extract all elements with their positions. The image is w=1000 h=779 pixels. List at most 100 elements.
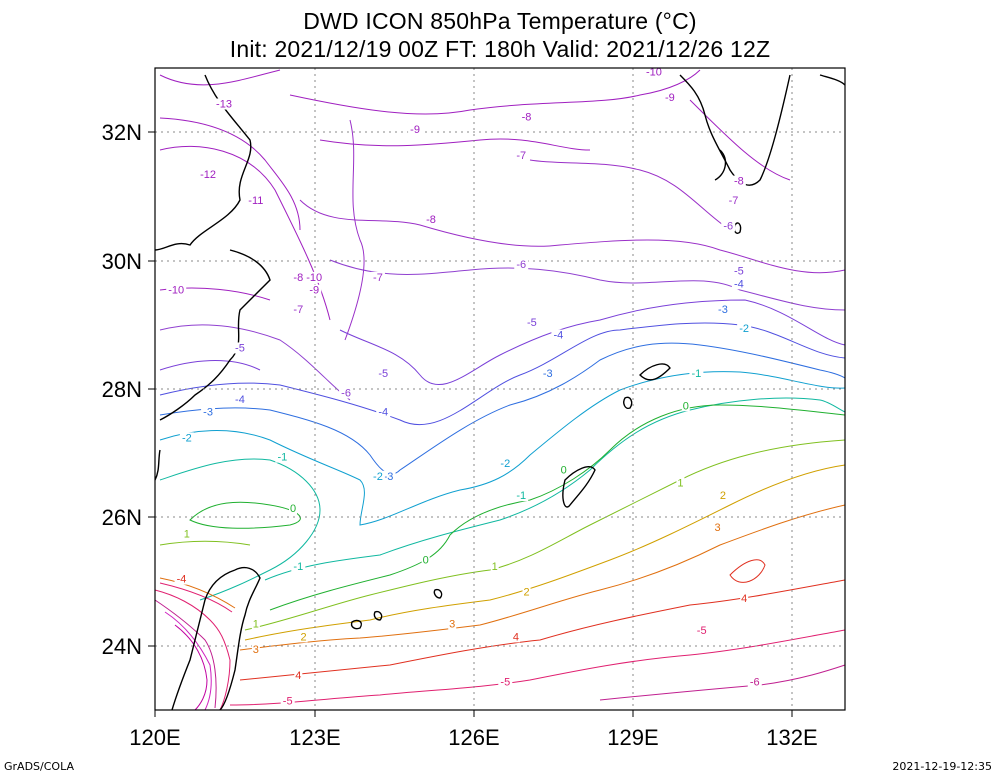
contour-label-bg [551, 329, 566, 341]
contour-label: -7 [516, 150, 526, 162]
contour-label-bg [291, 560, 306, 572]
contour-label-bg [179, 432, 194, 444]
contour-label: -3 [203, 407, 213, 419]
contour-label: -3 [718, 304, 728, 316]
contour-label-bg [166, 284, 187, 296]
contour-label: -5 [283, 696, 293, 708]
contour-label-bg [182, 528, 191, 540]
lon-label-123e: 123E [289, 725, 340, 750]
contour-label: 3 [715, 522, 721, 534]
contour-label: -1 [277, 452, 287, 464]
contour-label: -9 [410, 124, 420, 136]
contour-label: 0 [683, 400, 689, 412]
contour-label: -4 [177, 574, 187, 586]
contour-label-bg [643, 66, 664, 78]
contour-label: 3 [449, 619, 455, 631]
contour-label-bg [718, 490, 727, 502]
contour-label-bg [370, 271, 385, 283]
contour-label-bg [232, 342, 247, 354]
contour-label-bg [747, 676, 762, 688]
contour-label: -5 [235, 342, 245, 354]
contour-label: -9 [309, 285, 319, 297]
contour-label-bg [731, 175, 746, 187]
contour-label-bg [381, 470, 396, 482]
contour-label-bg [514, 149, 529, 161]
contour-label: -6 [341, 387, 351, 399]
contour-label: -3 [543, 368, 553, 380]
contour-label: -3 [384, 471, 394, 483]
contour-label-bg [291, 303, 306, 315]
contour-label-bg [522, 586, 531, 598]
lon-label-132e: 132E [766, 725, 817, 750]
contour-label: -2 [739, 323, 749, 335]
contour-label-bg [232, 393, 247, 405]
lon-label-120e: 120E [129, 725, 180, 750]
contour-label-bg [275, 451, 290, 463]
contour-label: -7 [373, 272, 383, 284]
contour-label-bg [721, 220, 736, 232]
contour-label: -5 [697, 625, 707, 637]
contour-label-bg [689, 368, 704, 380]
contour-label-bg [289, 502, 297, 514]
contour-label: -11 [248, 195, 263, 207]
contour-label-bg [424, 214, 438, 226]
contour-label-bg [198, 169, 219, 181]
contour-label-bg [540, 368, 555, 380]
footer-timestamp: 2021-12-19-12:35 [892, 760, 992, 773]
contour-label: 1 [253, 619, 259, 631]
contour-label-bg [448, 618, 457, 630]
contour-label: 3 [253, 644, 259, 656]
axis-ticks [148, 131, 793, 717]
contour-label-bg [524, 316, 539, 328]
contour-label-bg [681, 400, 690, 412]
contour-label: -5 [734, 265, 744, 277]
contour-label-bg [559, 464, 568, 476]
contour-label: -4 [553, 330, 563, 342]
contour-label: 2 [720, 490, 726, 502]
contour-label-bg [715, 303, 730, 315]
contour-label: -6 [516, 259, 526, 271]
contour-label-bg [251, 618, 260, 630]
graticule [155, 68, 845, 710]
contour-label-bg [376, 368, 391, 380]
contour-label-bg [408, 124, 423, 136]
contour-label-bg [251, 644, 260, 656]
contour-label: 4 [741, 593, 747, 605]
contour-label-bg [511, 631, 520, 643]
footer-credit: GrADS/COLA [4, 760, 74, 773]
contour-label: -4 [378, 407, 388, 419]
contour-label: -2 [373, 471, 383, 483]
contour-label: -6 [750, 676, 760, 688]
contour-label-bg [280, 695, 295, 707]
contour-label: -4 [235, 394, 245, 406]
contour-label-bg [339, 387, 354, 399]
contour-label: -5 [527, 317, 537, 329]
contour-label: -10 [168, 285, 184, 297]
contour-label-bg [304, 271, 325, 283]
contour-labels: -13-12-11-10-10-10-9-9-9-8-8-8-8-7-7-7-7… [166, 66, 762, 708]
contour-label: -8 [734, 176, 744, 188]
map-subtitle: Init: 2021/12/19 00Z FT: 180h Valid: 202… [229, 36, 771, 62]
contour-label-bg [370, 470, 385, 482]
contour-label: 2 [523, 586, 529, 598]
contour-label-bg [740, 592, 749, 604]
contour-label: 0 [290, 503, 296, 515]
contour-label-bg [174, 573, 189, 585]
contour-label: -5 [500, 676, 510, 688]
contour-label-bg [737, 323, 752, 335]
contour-label-bg [519, 111, 534, 123]
contour-label-bg [498, 676, 513, 688]
contour-label: 0 [561, 464, 567, 476]
contour-label: -5 [378, 368, 388, 380]
contour-label: -1 [516, 490, 526, 502]
contour-label: -1 [691, 368, 701, 380]
contour-label: -7 [293, 304, 303, 316]
contour-label-bg [201, 406, 216, 418]
contour-label-bg [214, 98, 234, 110]
contour-label-bg [294, 669, 303, 681]
lat-label-32n: 32N [102, 120, 142, 145]
lat-label-26n: 26N [102, 505, 142, 530]
contour-label-bg [694, 624, 709, 636]
contour-label: 4 [295, 670, 301, 682]
